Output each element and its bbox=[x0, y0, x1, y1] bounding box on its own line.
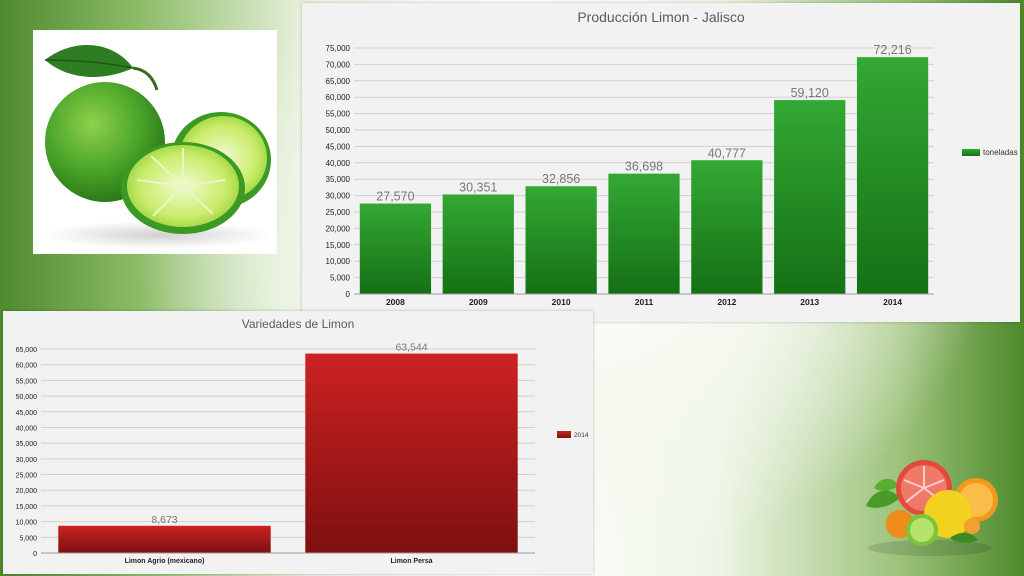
y-tick-label: 65,000 bbox=[326, 77, 351, 86]
x-tick-label: 2008 bbox=[386, 297, 405, 307]
varieties-chart: 0 5,000 10,000 15,000 20,000 25,000 30,000 35,0… bbox=[16, 342, 589, 565]
y-tick-label: 25,000 bbox=[16, 473, 38, 480]
y-tick-label: 60,000 bbox=[16, 363, 38, 370]
x-tick-label: 2014 bbox=[883, 297, 902, 307]
varieties-chart-title: Variedades de Limon bbox=[241, 317, 355, 331]
y-tick-label: 45,000 bbox=[16, 410, 38, 417]
production-chart: 0 5,000 10,000 15,000 20,000 25,000 30,000 35,0… bbox=[326, 43, 1018, 307]
y-tick-label: 50,000 bbox=[326, 126, 351, 135]
y-tick-label: 0 bbox=[33, 551, 37, 558]
data-label: 36,698 bbox=[625, 160, 663, 174]
lime-photo bbox=[33, 30, 277, 254]
y-tick-label: 5,000 bbox=[330, 274, 351, 283]
bar bbox=[608, 173, 680, 294]
y-tick-label: 25,000 bbox=[326, 208, 351, 217]
y-tick-label: 10,000 bbox=[16, 520, 38, 527]
varieties-chart-panel: Variedades de Limon 0 5,000 10,000 15,000 20… bbox=[3, 311, 593, 574]
y-tick-label: 70,000 bbox=[326, 60, 351, 69]
y-tick-label: 75,000 bbox=[326, 44, 351, 53]
x-tick-label: 2010 bbox=[552, 297, 571, 307]
legend-label: 2014 bbox=[574, 432, 589, 439]
bar bbox=[774, 100, 846, 295]
lime-illustration bbox=[43, 45, 273, 249]
bar bbox=[359, 203, 432, 294]
bar bbox=[305, 353, 518, 553]
data-label: 40,777 bbox=[708, 146, 746, 160]
y-tick-label: 15,000 bbox=[16, 504, 38, 511]
citrus-fruits-image bbox=[860, 458, 1000, 558]
y-tick-label: 30,000 bbox=[16, 457, 38, 464]
y-tick-label: 55,000 bbox=[16, 378, 38, 385]
y-tick-label: 65,000 bbox=[16, 347, 38, 354]
bar bbox=[442, 194, 514, 294]
data-label: 72,216 bbox=[873, 43, 911, 57]
y-tick-label: 35,000 bbox=[326, 175, 351, 184]
y-tick-label: 0 bbox=[346, 290, 351, 299]
bar bbox=[525, 186, 597, 294]
y-tick-label: 30,000 bbox=[326, 192, 351, 201]
y-tick-label: 20,000 bbox=[326, 224, 351, 233]
x-tick-label: 2012 bbox=[717, 297, 736, 307]
production-chart-panel: Producción Limon - Jalisco 0 5,000 10,000 1… bbox=[302, 3, 1020, 322]
x-tick-label: Limon Agrio (mexicano) bbox=[125, 558, 205, 565]
x-tick-label: 2009 bbox=[469, 297, 488, 307]
bar bbox=[856, 57, 929, 295]
y-tick-label: 35,000 bbox=[16, 441, 38, 448]
y-tick-label: 10,000 bbox=[326, 257, 351, 266]
y-tick-label: 15,000 bbox=[326, 241, 351, 250]
x-tick-label: 2011 bbox=[635, 297, 654, 307]
y-tick-label: 50,000 bbox=[16, 394, 38, 401]
y-tick-label: 45,000 bbox=[326, 142, 351, 151]
bar bbox=[691, 160, 763, 294]
x-tick-label: Limon Persa bbox=[390, 558, 432, 565]
data-label: 32,856 bbox=[542, 172, 580, 186]
y-tick-label: 20,000 bbox=[16, 488, 38, 495]
production-chart-title: Producción Limon - Jalisco bbox=[577, 9, 745, 25]
legend-label: toneladas bbox=[983, 148, 1018, 157]
data-label: 8,673 bbox=[151, 514, 177, 526]
data-label: 63,544 bbox=[395, 342, 427, 354]
x-tick-label: 2013 bbox=[800, 297, 819, 307]
data-label: 59,120 bbox=[791, 86, 829, 100]
legend-swatch bbox=[557, 431, 571, 438]
y-tick-label: 40,000 bbox=[326, 159, 351, 168]
data-label: 30,351 bbox=[459, 180, 497, 194]
y-tick-label: 5,000 bbox=[19, 535, 37, 542]
legend-swatch bbox=[962, 149, 980, 156]
citrus-illustration bbox=[866, 460, 998, 556]
y-tick-label: 55,000 bbox=[326, 110, 351, 119]
y-tick-label: 60,000 bbox=[326, 93, 351, 102]
data-label: 27,570 bbox=[376, 190, 414, 204]
y-tick-label: 40,000 bbox=[16, 425, 38, 432]
bar bbox=[58, 525, 271, 553]
